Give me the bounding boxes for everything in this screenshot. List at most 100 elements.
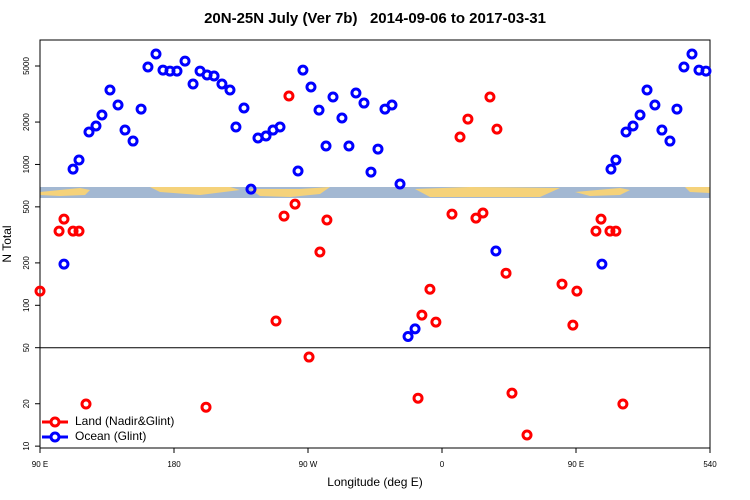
point	[641, 84, 653, 96]
point	[200, 401, 212, 413]
point	[491, 123, 503, 135]
point	[260, 130, 272, 142]
legend-label: Land (Nadir&Glint)	[75, 414, 174, 428]
legend-label: Ocean (Glint)	[75, 429, 146, 443]
point	[336, 112, 348, 124]
point	[142, 61, 154, 73]
point	[484, 91, 496, 103]
chart-title: 20N-25N July (Ver 7b) 2014-09-06 to 2017…	[204, 10, 546, 27]
point	[424, 283, 436, 295]
point	[686, 48, 698, 60]
point	[187, 78, 199, 90]
point	[620, 126, 632, 138]
point	[278, 210, 290, 222]
point	[649, 99, 661, 111]
point	[292, 165, 304, 177]
point	[297, 64, 309, 76]
point	[112, 99, 124, 111]
point	[238, 102, 250, 114]
point	[313, 104, 325, 116]
point	[230, 121, 242, 133]
point	[470, 212, 482, 224]
plot-frame	[39, 39, 711, 449]
y-tick-label: 20	[22, 399, 31, 408]
point	[73, 154, 85, 166]
y-tick-label: 200	[22, 256, 31, 270]
point	[610, 225, 622, 237]
legend-marker	[49, 431, 61, 443]
x-tick-label: 180	[167, 460, 181, 469]
point	[490, 245, 502, 257]
point	[73, 225, 85, 237]
point	[596, 258, 608, 270]
point	[634, 109, 646, 121]
point	[521, 429, 533, 441]
point	[245, 183, 257, 195]
point	[604, 225, 616, 237]
point	[58, 258, 70, 270]
point	[216, 78, 228, 90]
map-band	[40, 187, 710, 198]
point	[314, 246, 326, 258]
point	[303, 351, 315, 363]
point	[462, 113, 474, 125]
point	[150, 48, 162, 60]
point	[610, 154, 622, 166]
point	[700, 65, 712, 77]
point	[343, 140, 355, 152]
point	[671, 103, 683, 115]
y-tick-label: 100	[22, 298, 31, 312]
point	[127, 135, 139, 147]
point	[90, 120, 102, 132]
point	[83, 126, 95, 138]
point	[270, 315, 282, 327]
point	[595, 213, 607, 225]
point	[179, 55, 191, 67]
x-tick-label: 90 E	[32, 460, 48, 469]
point	[567, 319, 579, 331]
point	[590, 225, 602, 237]
point	[53, 225, 65, 237]
y-tick-label: 1000	[22, 155, 31, 173]
point	[454, 131, 466, 143]
point	[571, 285, 583, 297]
point	[617, 398, 629, 410]
point	[104, 84, 116, 96]
point	[409, 323, 421, 335]
point	[283, 90, 295, 102]
point	[477, 207, 489, 219]
point	[664, 135, 676, 147]
point	[67, 163, 79, 175]
point	[627, 120, 639, 132]
point	[327, 91, 339, 103]
point	[678, 61, 690, 73]
point	[171, 65, 183, 77]
y-tick-label: 50	[22, 343, 31, 352]
point	[320, 140, 332, 152]
point	[358, 97, 370, 109]
x-tick-label: 90 W	[299, 460, 318, 469]
point	[394, 178, 406, 190]
point	[416, 309, 428, 321]
point	[274, 121, 286, 133]
point	[446, 208, 458, 220]
point	[96, 109, 108, 121]
point	[34, 285, 46, 297]
x-tick-label: 540	[703, 460, 717, 469]
point	[556, 278, 568, 290]
legend-marker	[49, 416, 61, 428]
point	[506, 387, 518, 399]
y-tick-label: 10	[22, 441, 31, 450]
x-tick-label: 90 E	[568, 460, 584, 469]
point	[402, 331, 414, 343]
point	[321, 214, 333, 226]
point	[500, 267, 512, 279]
point	[372, 143, 384, 155]
x-tick-label: 0	[440, 460, 445, 469]
point	[119, 124, 131, 136]
point	[208, 70, 220, 82]
point	[289, 198, 301, 210]
point	[80, 398, 92, 410]
point	[656, 124, 668, 136]
